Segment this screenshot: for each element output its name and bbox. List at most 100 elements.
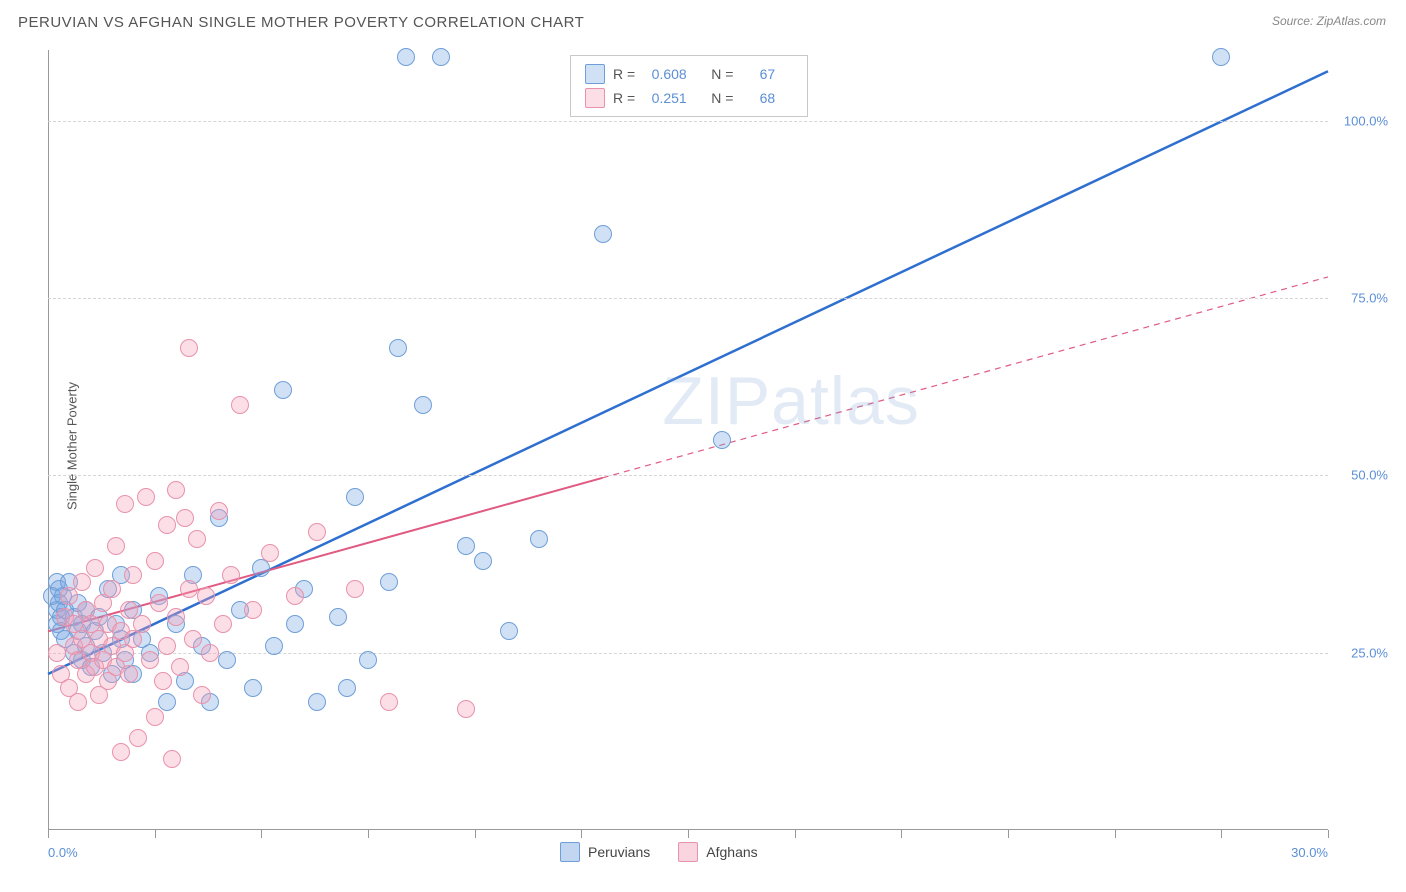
data-point [60, 587, 78, 605]
data-point [286, 615, 304, 633]
gridline [48, 475, 1328, 476]
legend-row: R = 0.251 N = 68 [585, 86, 793, 110]
data-point [193, 686, 211, 704]
legend-n-value: 68 [741, 90, 793, 106]
data-point [158, 693, 176, 711]
data-point [184, 630, 202, 648]
data-point [1212, 48, 1230, 66]
x-tick [901, 830, 902, 838]
x-tick [1328, 830, 1329, 838]
data-point [338, 679, 356, 697]
legend-n-label: N = [711, 90, 733, 106]
data-point [150, 594, 168, 612]
x-tick [795, 830, 796, 838]
data-point [180, 339, 198, 357]
correlation-legend: R = 0.608 N = 67 R = 0.251 N = 68 [570, 55, 808, 117]
data-point [69, 693, 87, 711]
legend-item-label: Peruvians [588, 844, 650, 860]
y-tick-label: 75.0% [1351, 291, 1388, 306]
legend-r-label: R = [613, 66, 635, 82]
data-point [188, 530, 206, 548]
data-point [141, 651, 159, 669]
x-tick [688, 830, 689, 838]
series-legend: Peruvians Afghans [560, 842, 758, 862]
data-point [201, 644, 219, 662]
y-tick-label: 100.0% [1344, 113, 1388, 128]
chart-title: PERUVIAN VS AFGHAN SINGLE MOTHER POVERTY… [18, 14, 584, 31]
data-point [171, 658, 189, 676]
data-point [167, 481, 185, 499]
data-point [389, 339, 407, 357]
y-tick-label: 25.0% [1351, 645, 1388, 660]
data-point [158, 637, 176, 655]
legend-swatch-icon [585, 88, 605, 108]
x-tick [1221, 830, 1222, 838]
gridline [48, 653, 1328, 654]
scatter-plot: 0.0% 30.0% ZIPatlas 25.0%50.0%75.0%100.0… [48, 50, 1328, 830]
data-point [116, 495, 134, 513]
legend-n-value: 67 [741, 66, 793, 82]
legend-n-label: N = [711, 66, 733, 82]
legend-item-label: Afghans [706, 844, 757, 860]
data-point [432, 48, 450, 66]
data-point [380, 693, 398, 711]
data-point [158, 516, 176, 534]
data-point [146, 708, 164, 726]
data-point [120, 665, 138, 683]
data-point [154, 672, 172, 690]
data-point [231, 396, 249, 414]
data-point [218, 651, 236, 669]
data-point [137, 488, 155, 506]
data-point [457, 537, 475, 555]
data-point [124, 566, 142, 584]
x-tick [1008, 830, 1009, 838]
legend-row: R = 0.608 N = 67 [585, 62, 793, 86]
x-tick [1115, 830, 1116, 838]
data-point [530, 530, 548, 548]
trendlines-layer [48, 50, 1328, 830]
legend-swatch-icon [678, 842, 698, 862]
legend-r-label: R = [613, 90, 635, 106]
data-point [244, 679, 262, 697]
data-point [73, 573, 91, 591]
data-point [197, 587, 215, 605]
data-point [500, 622, 518, 640]
data-point [359, 651, 377, 669]
legend-r-value: 0.251 [643, 90, 695, 106]
data-point [397, 48, 415, 66]
legend-r-value: 0.608 [643, 66, 695, 82]
x-axis-max-label: 30.0% [1291, 845, 1328, 860]
source-attribution: Source: ZipAtlas.com [1272, 14, 1386, 28]
data-point [107, 537, 125, 555]
x-axis-min-label: 0.0% [48, 845, 78, 860]
data-point [103, 580, 121, 598]
data-point [414, 396, 432, 414]
data-point [713, 431, 731, 449]
data-point [133, 615, 151, 633]
plot-area: 0.0% 30.0% ZIPatlas 25.0%50.0%75.0%100.0… [48, 50, 1328, 830]
data-point [244, 601, 262, 619]
y-axis [48, 50, 49, 830]
x-tick [368, 830, 369, 838]
chart-container: PERUVIAN VS AFGHAN SINGLE MOTHER POVERTY… [0, 0, 1406, 892]
gridline [48, 298, 1328, 299]
x-tick [261, 830, 262, 838]
watermark: ZIPatlas [662, 362, 919, 440]
data-point [48, 644, 66, 662]
legend-swatch-icon [560, 842, 580, 862]
x-tick [48, 830, 49, 838]
data-point [210, 502, 228, 520]
data-point [261, 544, 279, 562]
data-point [274, 381, 292, 399]
data-point [346, 580, 364, 598]
data-point [308, 693, 326, 711]
x-tick [581, 830, 582, 838]
data-point [86, 559, 104, 577]
data-point [265, 637, 283, 655]
y-tick-label: 50.0% [1351, 468, 1388, 483]
data-point [214, 615, 232, 633]
data-point [594, 225, 612, 243]
data-point [180, 580, 198, 598]
data-point [329, 608, 347, 626]
x-tick [475, 830, 476, 838]
